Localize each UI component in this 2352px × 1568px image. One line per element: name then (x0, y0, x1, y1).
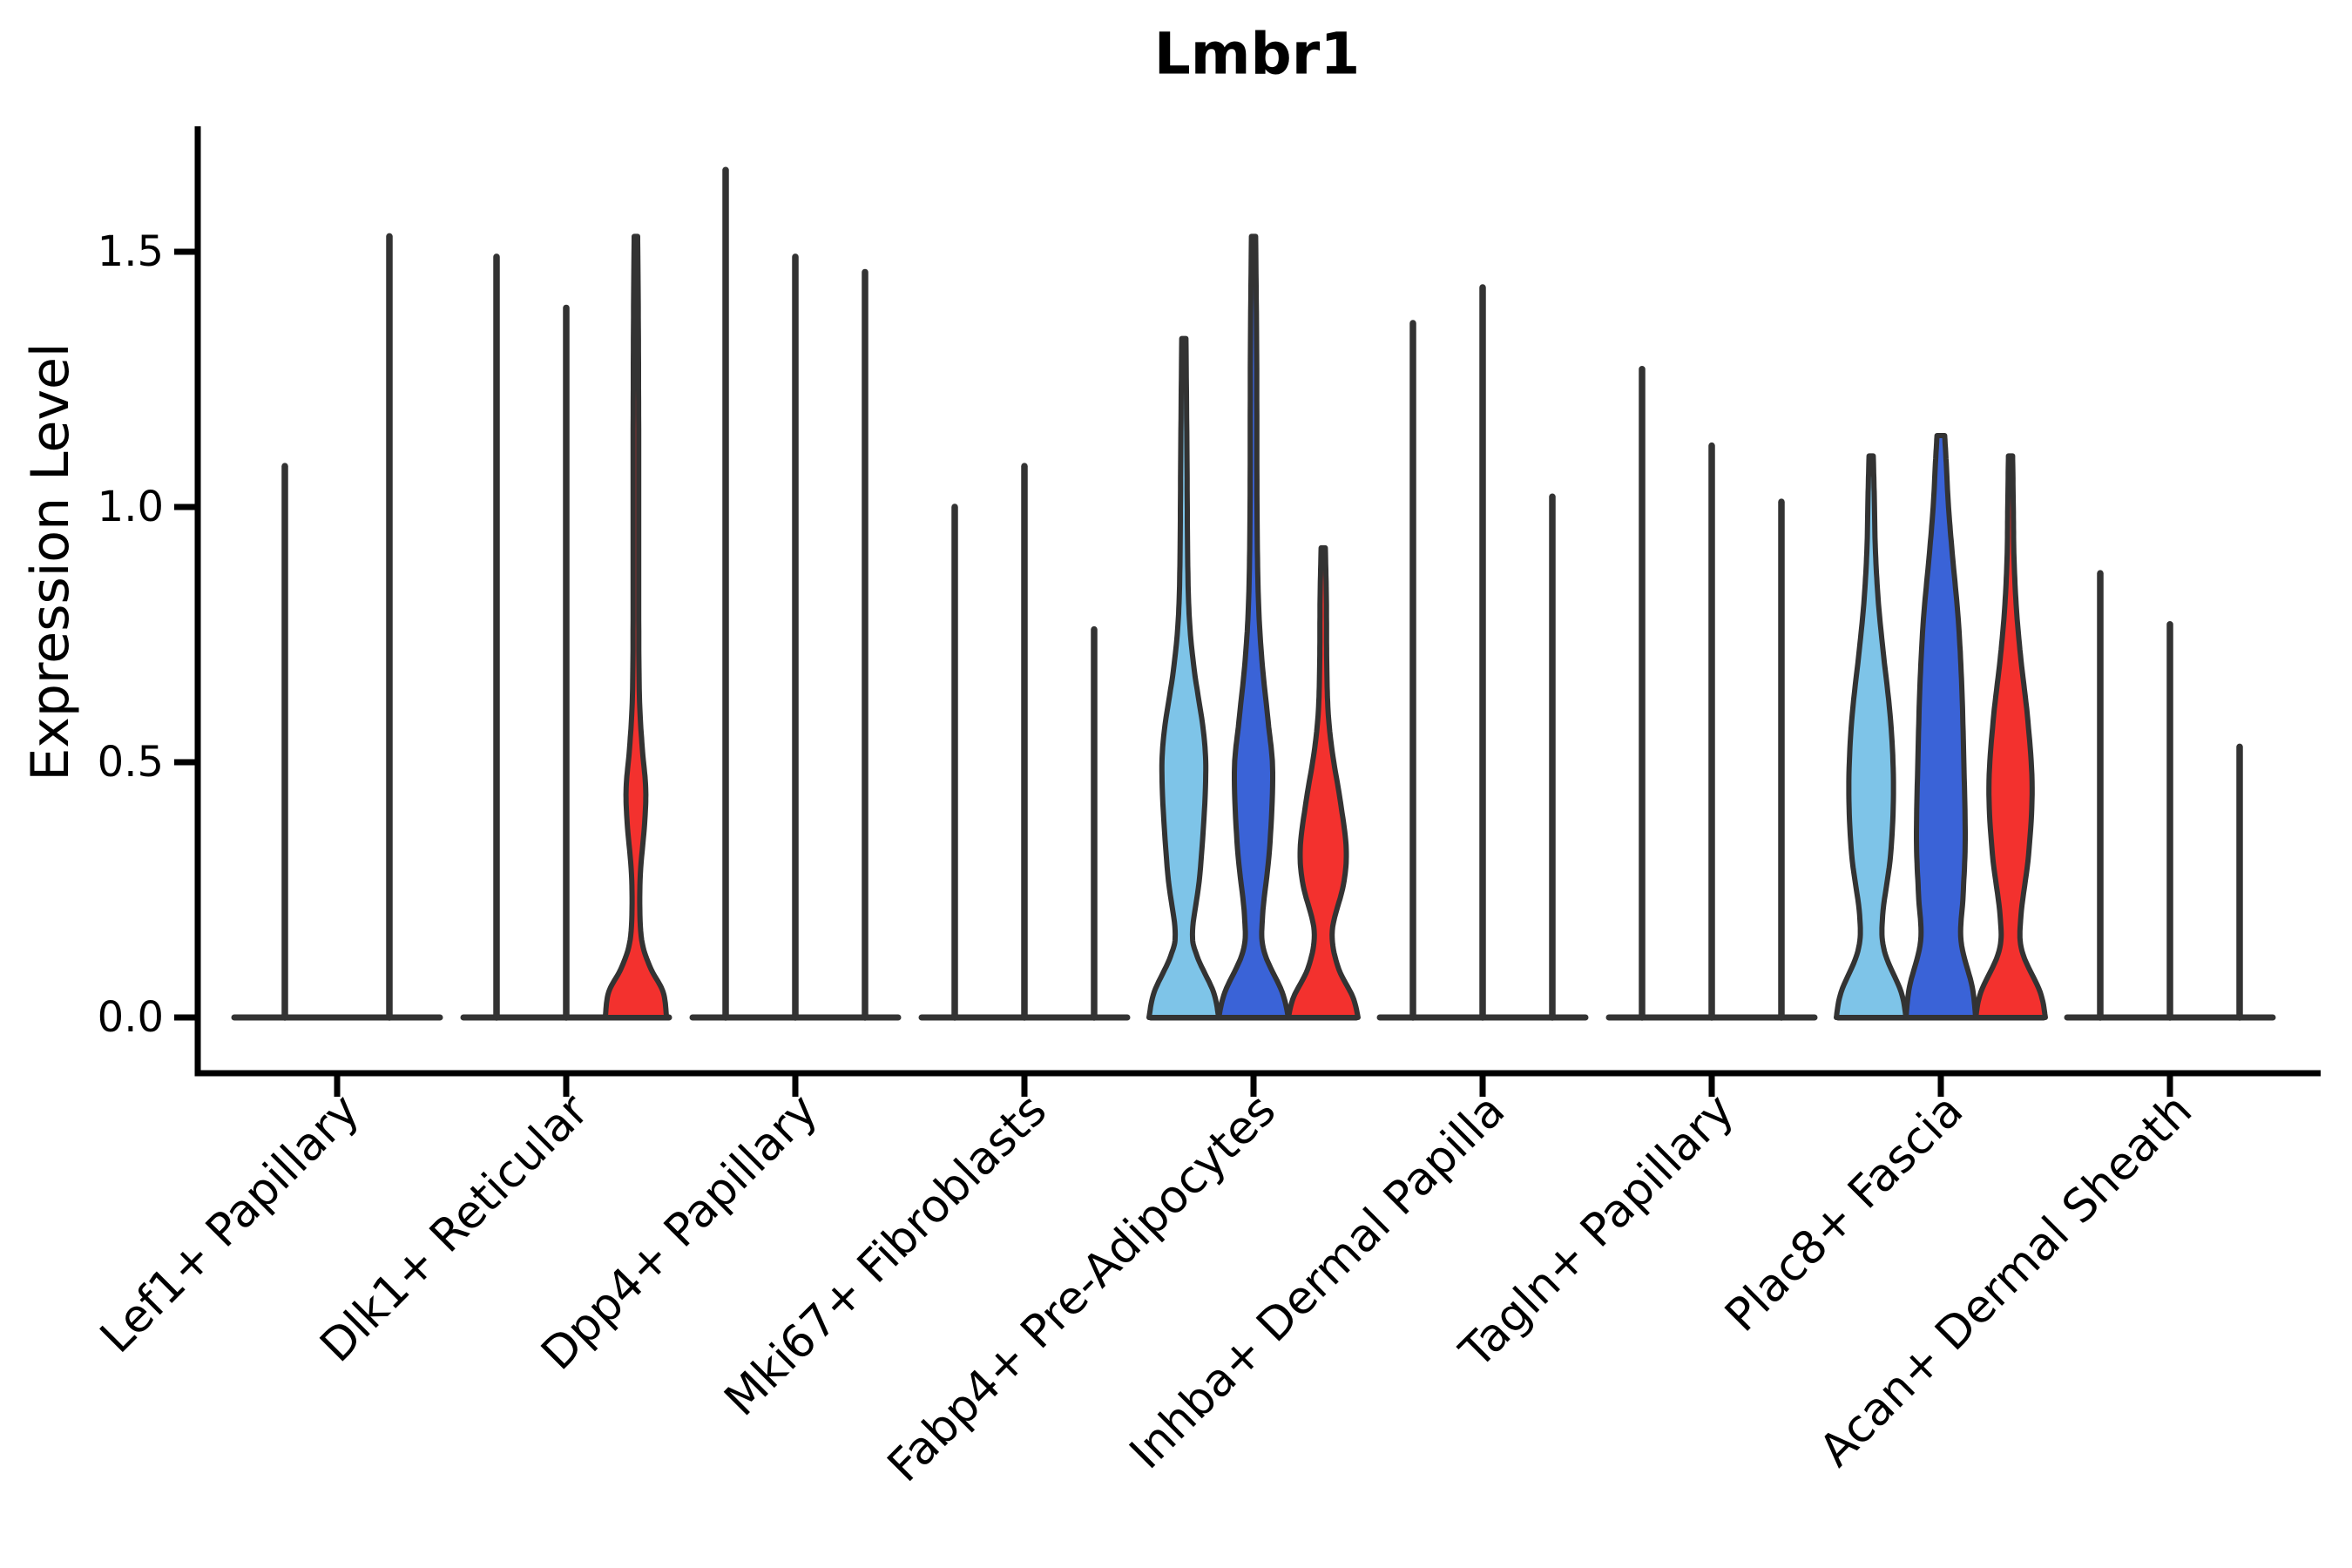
y-tick-label: 0.0 (98, 993, 164, 1042)
violin-shape-blue (1903, 433, 1978, 1020)
y-tick-label: 1.0 (98, 483, 164, 531)
y-tick-label: 1.5 (98, 227, 164, 276)
violin-shape-light_blue (1834, 453, 1909, 1020)
x-tick-label: Fabp4+ Pre-Adipocytes (878, 1085, 1286, 1492)
violin-shape-blue (1216, 233, 1291, 1020)
violin-shape-red (602, 233, 670, 1020)
violin-shape-red (1973, 453, 2048, 1020)
x-tick-label: Inhba+ Dermal Papilla (1120, 1085, 1515, 1479)
x-tick-label: Plac8+ Fascia (1715, 1085, 1973, 1342)
chart-title: Lmbr1 (1153, 20, 1361, 88)
y-tick-label: 0.5 (98, 738, 164, 787)
violin-shape-red (1286, 544, 1361, 1020)
violin-shape-light_blue (1146, 335, 1221, 1020)
x-tick-label: Acan+ Dermal Sheath (1810, 1085, 2203, 1477)
